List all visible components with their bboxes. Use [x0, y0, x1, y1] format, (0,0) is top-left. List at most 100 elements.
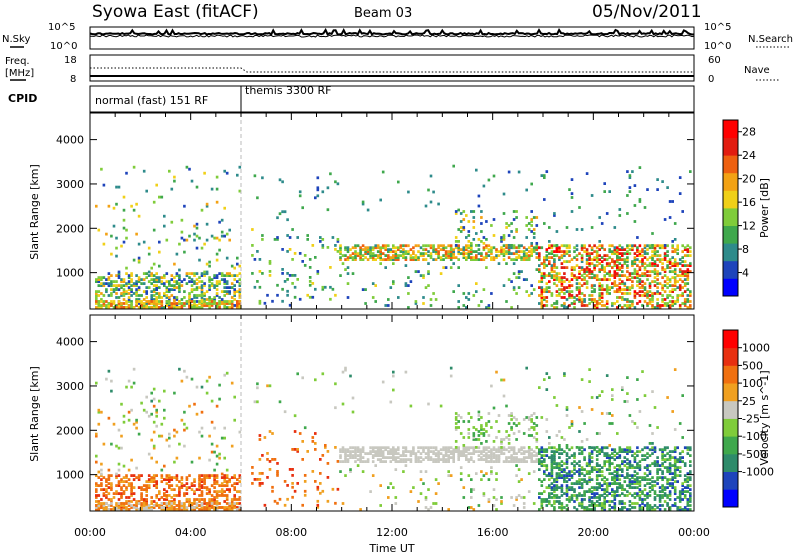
range-gate-cell [575, 480, 579, 483]
range-gate-cell [651, 256, 654, 259]
range-gate-cell [512, 236, 516, 239]
range-gate-cell [381, 454, 385, 457]
range-gate-cell [538, 458, 541, 461]
range-gate-cell [175, 430, 179, 434]
range-gate-cell [137, 478, 141, 481]
range-gate-cell [641, 490, 644, 493]
range-gate-cell [663, 254, 667, 257]
range-gate-cell [185, 300, 189, 303]
range-gate-cell [520, 460, 523, 463]
range-gate-cell [465, 296, 468, 299]
range-gate-cell [583, 480, 586, 483]
range-gate-cell [520, 250, 523, 253]
range-gate-cell [633, 422, 637, 425]
range-gate-cell [349, 456, 352, 459]
range-gate-cell [550, 460, 554, 463]
range-gate-cell [142, 306, 146, 309]
range-gate-cell [465, 246, 468, 250]
range-gate-cell [661, 286, 664, 289]
range-gate-cell [580, 298, 584, 301]
range-gate-cell [598, 282, 601, 285]
range-gate-cell [490, 250, 493, 253]
range-gate-cell [671, 244, 674, 248]
range-gate-cell [95, 294, 98, 297]
range-gate-cell [510, 418, 513, 421]
range-gate-cell [593, 466, 596, 469]
range-gate-cell [668, 470, 672, 473]
range-gate-cell [168, 432, 171, 436]
range-gate-cell [673, 450, 677, 453]
range-gate-cell [429, 254, 433, 257]
range-gate-cell [225, 506, 229, 509]
range-gate-cell [125, 266, 128, 270]
range-gate-cell [548, 436, 551, 439]
range-gate-cell [578, 406, 581, 409]
range-gate-cell [548, 252, 551, 255]
range-gate-cell [653, 260, 657, 263]
noise-right-tick-top: 10^5 [704, 22, 731, 33]
range-gate-cell [678, 192, 682, 195]
range-gate-cell [626, 468, 629, 471]
range-gate-cell [193, 478, 196, 481]
range-gate-cell [600, 294, 604, 297]
range-gate-cell [600, 222, 604, 225]
range-gate-cell [371, 248, 375, 251]
range-gate-cell [132, 367, 136, 371]
range-gate-cell [178, 284, 181, 287]
range-gate-cell [633, 204, 637, 207]
range-gate-cell [195, 385, 199, 389]
range-gate-cell [236, 304, 239, 307]
range-gate-cell [200, 272, 204, 275]
range-gate-cell [553, 266, 556, 269]
range-gate-cell [666, 264, 669, 267]
range-gate-cell [145, 276, 148, 279]
range-gate-cell [470, 416, 473, 419]
range-gate-cell [140, 304, 143, 307]
range-gate-cell [225, 496, 229, 499]
range-gate-cell [394, 468, 398, 471]
range-gate-cell [480, 424, 483, 427]
range-gate-cell [550, 462, 554, 465]
range-gate-cell [540, 288, 544, 291]
range-gate-cell [477, 410, 481, 414]
range-gate-cell [218, 302, 221, 305]
range-gate-cell [638, 506, 642, 509]
range-gate-cell [527, 472, 531, 475]
range-gate-cell [636, 492, 639, 495]
range-gate-cell [535, 216, 539, 219]
range-gate-cell [205, 290, 209, 293]
range-gate-cell [125, 272, 128, 275]
range-gate-cell [452, 452, 455, 455]
range-gate-cell [150, 478, 153, 481]
range-gate-cell [505, 222, 508, 225]
range-gate-cell [550, 466, 554, 469]
range-gate-cell [339, 448, 342, 452]
range-gate-cell [213, 490, 216, 493]
range-gate-cell [361, 248, 365, 251]
range-gate-cell [115, 472, 118, 476]
range-gate-cell [170, 302, 174, 305]
range-gate-cell [100, 462, 103, 466]
range-gate-cell [137, 276, 141, 279]
range-gate-cell [331, 487, 335, 491]
range-gate-cell [356, 446, 360, 450]
range-gate-cell [525, 258, 528, 261]
range-gate-cell [236, 290, 239, 293]
range-gate-cell [573, 488, 576, 491]
range-gate-cell [600, 288, 604, 291]
range-gate-cell [676, 458, 679, 461]
range-gate-cell [115, 246, 118, 250]
range-gate-cell [626, 256, 629, 259]
range-gate-cell [653, 264, 657, 267]
range-gate-cell [643, 494, 647, 497]
range-gate-cell [686, 484, 690, 487]
range-gate-cell [230, 286, 234, 289]
range-gate-cell [371, 450, 375, 453]
range-gate-cell [593, 446, 596, 450]
range-gate-cell [281, 272, 284, 275]
range-gate-cell [651, 476, 654, 479]
range-gate-cell [218, 248, 221, 252]
range-gate-cell [548, 456, 551, 459]
range-gate-cell [233, 278, 236, 281]
range-gate-cell [188, 498, 191, 501]
